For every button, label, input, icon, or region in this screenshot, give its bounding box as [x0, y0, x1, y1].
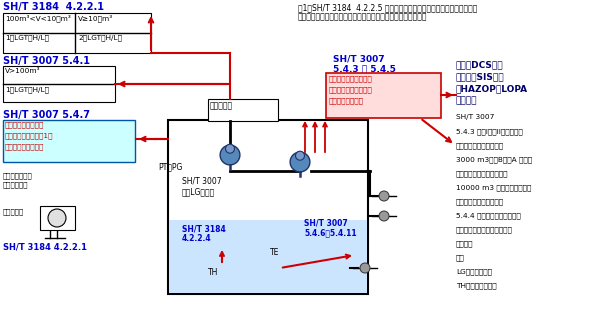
Circle shape [360, 263, 370, 273]
Text: 标准通信信号去: 标准通信信号去 [3, 172, 33, 179]
Text: 也可能是SIS联锁: 也可能是SIS联锁 [456, 72, 505, 81]
Text: 联锁液位仪表应单独设: 联锁液位仪表应单独设 [329, 75, 373, 82]
Text: 不得共用同一取源口: 不得共用同一取源口 [5, 143, 44, 149]
Text: V≥10万m³: V≥10万m³ [78, 14, 113, 22]
Text: SH/T 3184 4.2.2.1: SH/T 3184 4.2.2.1 [3, 242, 87, 251]
Bar [3, 120, 135, 162]
Circle shape [220, 145, 240, 165]
Text: SH/T 3184: SH/T 3184 [182, 224, 226, 233]
Text: 液体储罐，容量大于或等于: 液体储罐，容量大于或等于 [456, 170, 509, 176]
Text: 由HAZOP和LOPA: 由HAZOP和LOPA [456, 84, 528, 93]
Text: 10000 m3 的其他液体储罐应: 10000 m3 的其他液体储罐应 [456, 184, 532, 191]
Circle shape [226, 144, 235, 153]
Bar [3, 13, 151, 53]
Bar [208, 99, 278, 121]
Bar [40, 206, 75, 230]
Text: SH/T 3007: SH/T 3007 [182, 177, 221, 186]
Circle shape [379, 211, 389, 221]
Circle shape [48, 209, 66, 227]
Text: 4.2.2.4: 4.2.2.4 [182, 234, 212, 243]
Text: 没有LG的要求: 没有LG的要求 [182, 187, 215, 196]
Text: 分析确定: 分析确定 [456, 96, 478, 105]
Text: SH/T 3007: SH/T 3007 [304, 218, 348, 227]
Text: 的储罐，容量大于或等于: 的储罐，容量大于或等于 [456, 142, 504, 149]
Text: 5.4.3 储存I级和II级毒性液体: 5.4.3 储存I级和II级毒性液体 [456, 128, 523, 135]
Text: 注，: 注， [456, 254, 465, 261]
Text: 低压、压力储罐设置: 低压、压力储罐设置 [5, 121, 44, 127]
Text: SH/T 3007: SH/T 3007 [456, 114, 494, 120]
Text: LG：就地液位计: LG：就地液位计 [456, 268, 492, 275]
Text: 应在罐顶设置压力变送器测量压力，设置压力表就地测量压力。: 应在罐顶设置压力变送器测量压力，设置压力表就地测量压力。 [298, 12, 427, 21]
Text: TE: TE [270, 248, 280, 257]
Text: TH：双金属温度计: TH：双金属温度计 [456, 282, 497, 289]
Text: 5.4.4 装置原料储罐宜设低低: 5.4.4 装置原料储罐宜设低低 [456, 212, 521, 219]
Bar [3, 66, 115, 102]
Text: 锁停泵。: 锁停泵。 [456, 240, 473, 246]
Bar [169, 220, 367, 293]
Bar [168, 120, 368, 294]
Text: 可能是DCS联锁: 可能是DCS联锁 [456, 60, 503, 69]
Text: 5.4.3 ～ 5.4.5: 5.4.3 ～ 5.4.5 [333, 64, 396, 73]
Circle shape [290, 152, 310, 172]
Text: 常压储罐不设置（注1）: 常压储罐不设置（注1） [5, 132, 53, 138]
Text: 储券显示仪: 储券显示仪 [3, 208, 24, 214]
Text: 置宜采用连续测量仪表: 置宜采用连续测量仪表 [329, 86, 373, 93]
Text: 1套LGT（H/L）: 1套LGT（H/L） [5, 34, 49, 41]
Text: 液位报警，低低液位报警宜联: 液位报警，低低液位报警宜联 [456, 226, 513, 233]
Text: PT、PG: PT、PG [158, 162, 182, 171]
Bar [326, 73, 441, 118]
Text: TH: TH [208, 268, 218, 277]
Text: SH/T 3007: SH/T 3007 [333, 55, 385, 64]
Text: 3000 m3的甲B和乙A 类可燃: 3000 m3的甲B和乙A 类可燃 [456, 156, 532, 163]
Text: SH/T 3007 5.4.1: SH/T 3007 5.4.1 [3, 56, 90, 66]
Text: 也可采用液位开关: 也可采用液位开关 [329, 97, 364, 104]
Text: V>100m³: V>100m³ [5, 68, 41, 74]
Text: 1套LGT（H/L）: 1套LGT（H/L） [5, 86, 49, 93]
Text: 注1：SH/T 3184  4.2.2.5 低压储罐及需要氮气等惰性气体密封的储罐，: 注1：SH/T 3184 4.2.2.5 低压储罐及需要氮气等惰性气体密封的储罐… [298, 3, 478, 12]
Text: 储罐测量系统: 储罐测量系统 [3, 181, 29, 187]
Text: 设高高液位报警及联锁。: 设高高液位报警及联锁。 [456, 198, 504, 205]
Text: 5.4.6、5.4.11: 5.4.6、5.4.11 [304, 228, 356, 237]
Text: SH/T 3007 5.4.7: SH/T 3007 5.4.7 [3, 110, 90, 120]
Text: 雷达液位计: 雷达液位计 [210, 101, 233, 110]
Text: 100m³<V<10万m³: 100m³<V<10万m³ [5, 14, 71, 22]
Circle shape [296, 151, 305, 160]
Circle shape [379, 191, 389, 201]
Text: 2套LGT（H/L）: 2套LGT（H/L） [78, 34, 122, 41]
Text: SH/T 3184  4.2.2.1: SH/T 3184 4.2.2.1 [3, 2, 104, 12]
